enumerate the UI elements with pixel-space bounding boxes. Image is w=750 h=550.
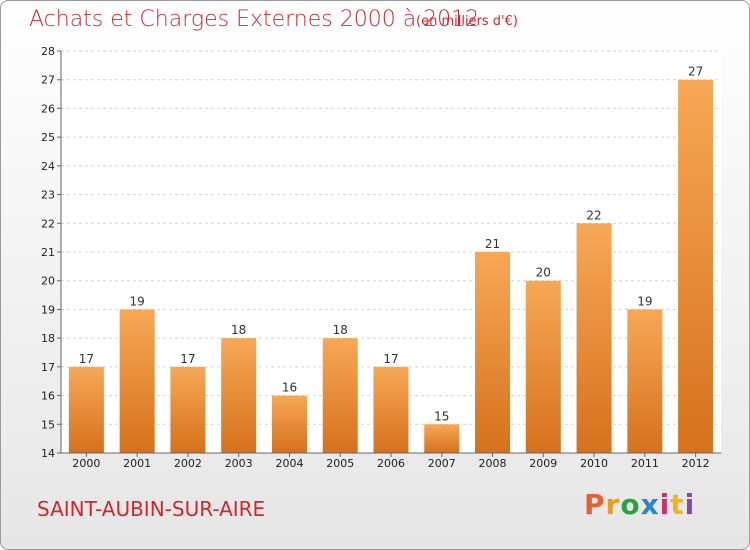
logo-letter: x [640, 488, 660, 521]
commune-name: SAINT-AUBIN-SUR-AIRE [37, 497, 266, 521]
logo-letter: i [659, 488, 671, 521]
bar-2003 [221, 338, 257, 453]
y-tick-label: 16 [41, 390, 55, 403]
bar-2005 [322, 338, 358, 453]
bar-2008 [475, 252, 511, 453]
y-tick-label: 21 [41, 246, 55, 259]
data-label: 21 [485, 237, 500, 251]
data-label: 18 [333, 323, 348, 337]
y-tick-label: 22 [41, 217, 55, 230]
data-label: 17 [383, 352, 398, 366]
data-label: 27 [688, 65, 703, 79]
bar-2007 [424, 424, 460, 453]
x-tick-label: 2006 [377, 457, 405, 470]
bar-2000 [68, 366, 104, 453]
x-tick-label: 2000 [72, 457, 100, 470]
x-tick-label: 2011 [631, 457, 659, 470]
data-label: 19 [637, 294, 652, 308]
logo-letter: r [605, 488, 621, 521]
bar-2011 [627, 309, 663, 453]
bar-2010 [576, 223, 612, 453]
bar-2012 [678, 79, 714, 453]
y-tick-label: 27 [41, 74, 55, 87]
logo-letter: i [684, 488, 696, 521]
y-tick-label: 25 [41, 131, 55, 144]
x-tick-label: 2007 [428, 457, 456, 470]
x-tick-label: 2008 [479, 457, 507, 470]
chart-title: Achats et Charges Externes 2000 à 2012 [29, 7, 480, 32]
axes: 14 15 16 17 18 19 20 21 22 23 24 25 26 27 28 2000 2001 20… [41, 45, 721, 470]
logo-letter: t [670, 488, 685, 521]
logo-letter: o [620, 488, 641, 521]
data-label: 22 [586, 208, 601, 222]
data-label: 15 [434, 409, 449, 423]
bars: 17 19 17 18 16 18 17 15 21 20 22 19 27 [68, 65, 714, 453]
data-label: 17 [79, 352, 94, 366]
bar-2001 [119, 309, 155, 453]
x-tick-label: 2001 [123, 457, 151, 470]
bar-2002 [170, 366, 206, 453]
x-tick-label: 2012 [682, 457, 710, 470]
data-label: 19 [130, 294, 145, 308]
bar-2006 [373, 366, 409, 453]
y-tick-label: 24 [41, 160, 55, 173]
x-tick-label: 2005 [326, 457, 354, 470]
y-tick-label: 17 [41, 361, 55, 374]
y-tick-label: 15 [41, 418, 55, 431]
data-label: 20 [536, 266, 551, 280]
x-tick-label: 2004 [275, 457, 303, 470]
data-label: 18 [231, 323, 246, 337]
logo-letter: P [584, 488, 606, 521]
y-tick-label: 20 [41, 275, 55, 288]
y-tick-label: 23 [41, 189, 55, 202]
data-label: 16 [282, 381, 297, 395]
y-tick-label: 19 [41, 303, 55, 316]
x-tick-label: 2010 [580, 457, 608, 470]
x-tick-label: 2009 [529, 457, 557, 470]
y-tick-label: 26 [41, 102, 55, 115]
chart-subtitle: (en milliers d'€) [416, 14, 518, 29]
proxiti-logo: Proxiti [584, 488, 695, 521]
x-tick-label: 2002 [174, 457, 202, 470]
bar-2009 [525, 280, 561, 453]
y-tick-label: 18 [41, 332, 55, 345]
data-label: 17 [180, 352, 195, 366]
y-tick-label: 28 [41, 45, 55, 58]
y-tick-label: 14 [41, 447, 55, 460]
bar-2004 [271, 395, 307, 453]
x-tick-label: 2003 [225, 457, 253, 470]
